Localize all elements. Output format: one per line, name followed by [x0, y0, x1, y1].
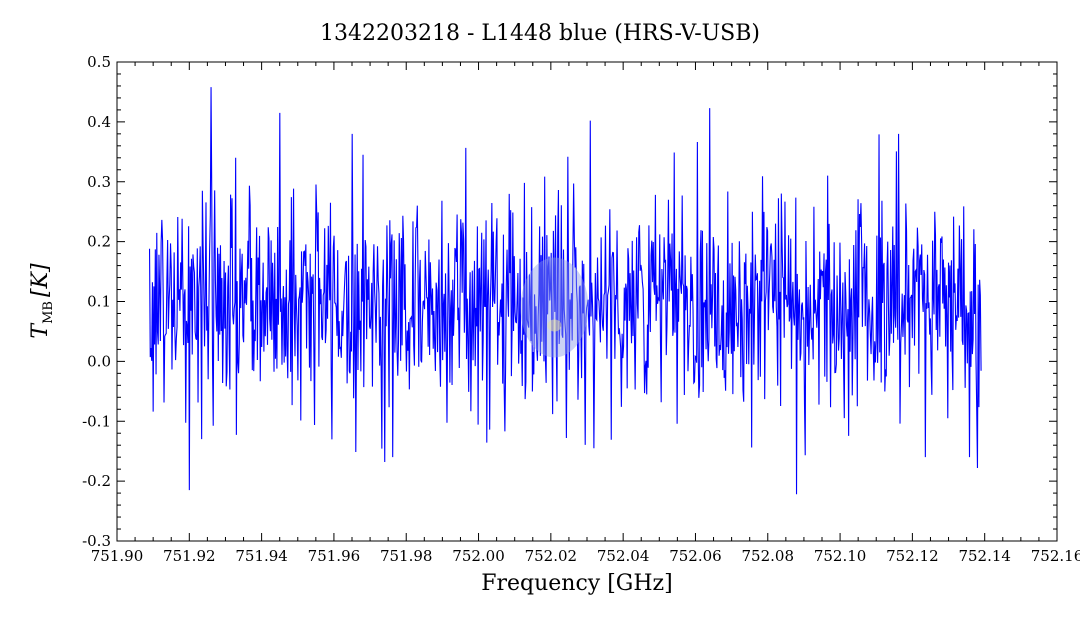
spectrum-line — [148, 87, 982, 495]
x-tick-label: 752.02 — [525, 547, 578, 565]
y-tick-label: 0.0 — [87, 352, 111, 370]
x-tick-label: 752.16 — [1031, 547, 1080, 565]
x-tick-label: 751.92 — [163, 547, 216, 565]
x-tick-label: 752.06 — [669, 547, 722, 565]
y-tick-label: -0.3 — [82, 532, 111, 550]
x-tick-label: 752.10 — [814, 547, 867, 565]
x-tick-label: 752.12 — [886, 547, 939, 565]
x-tick-label: 751.90 — [91, 547, 144, 565]
y-tick-label: 0.3 — [87, 173, 111, 191]
y-axis-symbol: T — [28, 322, 53, 339]
x-tick-label: 752.00 — [452, 547, 505, 565]
x-tick-label: 752.04 — [597, 547, 650, 565]
x-tick-label: 752.08 — [742, 547, 795, 565]
y-tick-label: 0.2 — [87, 233, 111, 251]
x-tick-label: 752.14 — [958, 547, 1011, 565]
x-tick-label: 751.98 — [380, 547, 433, 565]
y-tick-label: 0.1 — [87, 293, 111, 311]
y-tick-label: 0.4 — [87, 113, 111, 131]
chart-title: 1342203218 - L1448 blue (HRS-V-USB) — [320, 21, 760, 46]
highlight-core — [547, 319, 562, 332]
x-tick-label: 751.94 — [235, 547, 288, 565]
y-tick-label: -0.2 — [82, 472, 111, 490]
y-axis-unit: [K] — [28, 263, 53, 297]
plot-area: 751.90 751.92 751.94 751.96 751.98 752.00 752.… — [82, 53, 1080, 565]
y-tick-label: 0.5 — [87, 53, 111, 71]
y-axis-label: TMB [K] — [28, 263, 56, 339]
y-axis-subscript: MB — [41, 301, 56, 324]
y-tick-label: -0.1 — [82, 412, 111, 430]
x-axis-label: Frequency [GHz] — [481, 571, 673, 596]
x-tick-label: 751.96 — [308, 547, 361, 565]
highlight-ellipse — [520, 257, 589, 358]
